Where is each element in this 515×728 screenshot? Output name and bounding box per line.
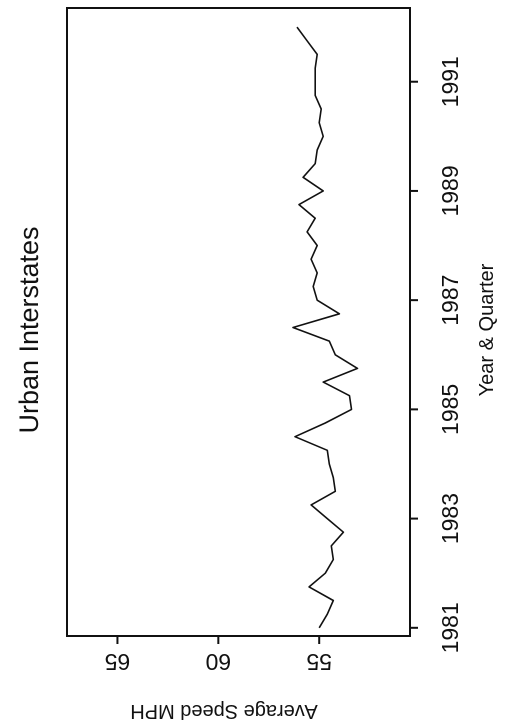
x-tick-label: 1987 <box>437 275 463 326</box>
series-layer <box>292 26 359 629</box>
x-axis-ticks: 1981 1983 1985 1987 1989 1991 <box>410 56 463 653</box>
x-tick-label: 1991 <box>437 56 463 107</box>
series-line-1 <box>292 26 359 629</box>
x-tick-label: 1981 <box>437 602 463 653</box>
x-tick-label: 1989 <box>437 165 463 216</box>
chart-title: Urban Interstates <box>14 226 44 433</box>
y-axis-label: Average Speed MPH <box>130 700 318 722</box>
x-axis-label: Year & Quarter <box>476 263 498 396</box>
x-tick-label: 1983 <box>437 493 463 544</box>
y-tick-label: 65 <box>105 649 131 675</box>
x-tick-label: 1985 <box>437 384 463 435</box>
plot-frame <box>66 7 411 637</box>
y-tick-label: 55 <box>306 649 332 675</box>
y-tick-label: 60 <box>206 649 232 675</box>
y-axis-ticks: 65 60 55 <box>105 636 332 675</box>
